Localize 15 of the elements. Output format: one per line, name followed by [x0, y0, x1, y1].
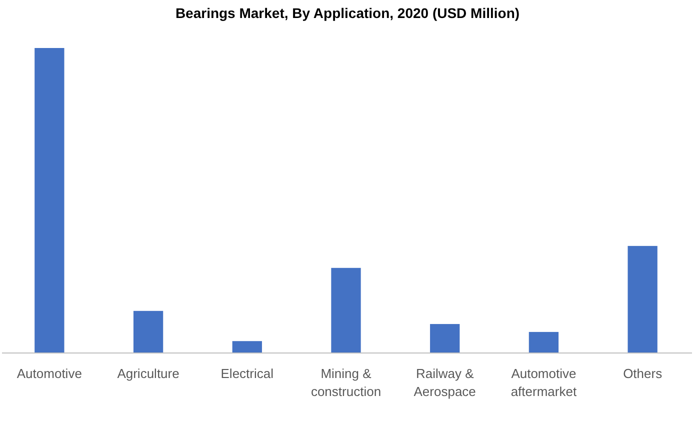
x-tick-label: Automotive aftermarket — [510, 366, 577, 399]
bar — [331, 268, 361, 353]
bar — [232, 341, 262, 353]
x-tick-label: Others — [623, 366, 663, 381]
x-tick-label: Agriculture — [117, 366, 180, 381]
chart-title: Bearings Market, By Application, 2020 (USD Million) — [175, 5, 520, 21]
bar — [34, 48, 64, 353]
bar — [133, 310, 164, 353]
x-tick-label: Mining & construction — [310, 366, 382, 399]
x-tick-label: Automotive — [16, 366, 82, 381]
x-tick-label: Railway & Aerospace — [414, 366, 476, 399]
bar — [430, 324, 460, 353]
x-tick-label: Electrical — [220, 366, 274, 381]
bar — [628, 246, 658, 353]
bar — [528, 332, 559, 353]
